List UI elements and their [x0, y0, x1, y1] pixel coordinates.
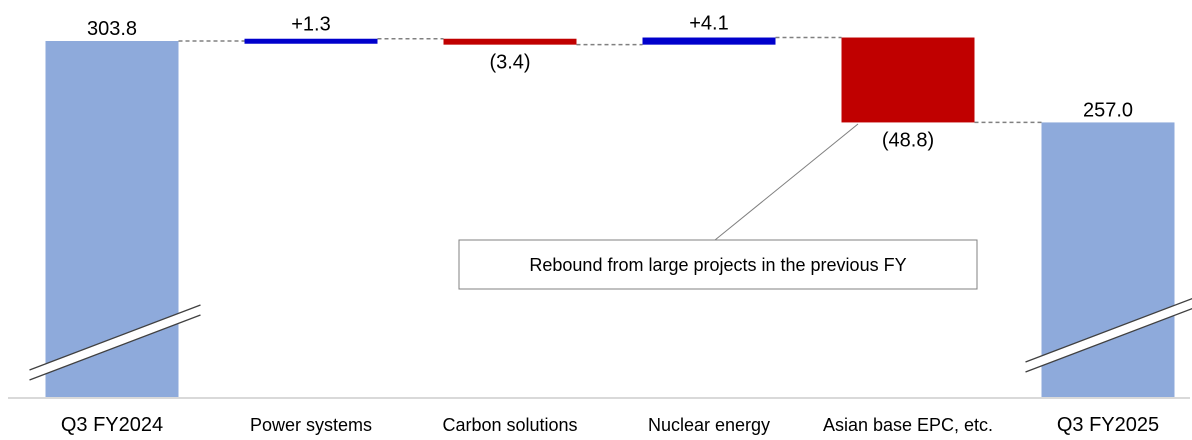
annotation-box: [458, 239, 978, 290]
connector-lines: [178, 36, 1042, 124]
bars: [45, 37, 1175, 398]
axis-break-line: [1025, 298, 1192, 363]
axis-break-marks: [29, 298, 1192, 381]
annotation-text: Rebound from large projects in the previ…: [529, 255, 906, 275]
category-label: Carbon solutions: [442, 415, 577, 435]
value-label: (48.8): [882, 129, 934, 151]
category-label: Asian base EPC, etc.: [823, 415, 993, 435]
category-label: Power systems: [250, 415, 372, 435]
category-label: Q3 FY2024: [61, 414, 163, 436]
category-label: Nuclear energy: [648, 415, 770, 435]
annotation-leader-line: [714, 123, 859, 241]
axis-break-line: [1025, 308, 1192, 373]
axis-break-line: [29, 304, 201, 371]
annotation: Rebound from large projects in the previ…: [458, 123, 978, 290]
value-label: +1.3: [291, 14, 330, 36]
category-labels: Q3 FY2024 Power systems Carbon solutions Nu…: [61, 414, 1159, 436]
bar-increase: [244, 38, 378, 44]
value-label: 257.0: [1083, 99, 1133, 121]
value-label: 303.8: [87, 18, 137, 40]
axis-break-gap: [29, 305, 201, 380]
category-label: Q3 FY2025: [1057, 414, 1159, 436]
bar-increase: [642, 37, 776, 45]
value-label: (3.4): [489, 52, 530, 74]
bar-decrease: [841, 37, 975, 123]
value-label: +4.1: [689, 13, 728, 35]
value-labels: 303.8 +1.3 (3.4) +4.1 (48.8) 257.0: [87, 13, 1133, 152]
bar-decrease: [443, 38, 577, 45]
axis-break-gap: [1025, 298, 1192, 372]
axis-break-line: [29, 314, 201, 381]
